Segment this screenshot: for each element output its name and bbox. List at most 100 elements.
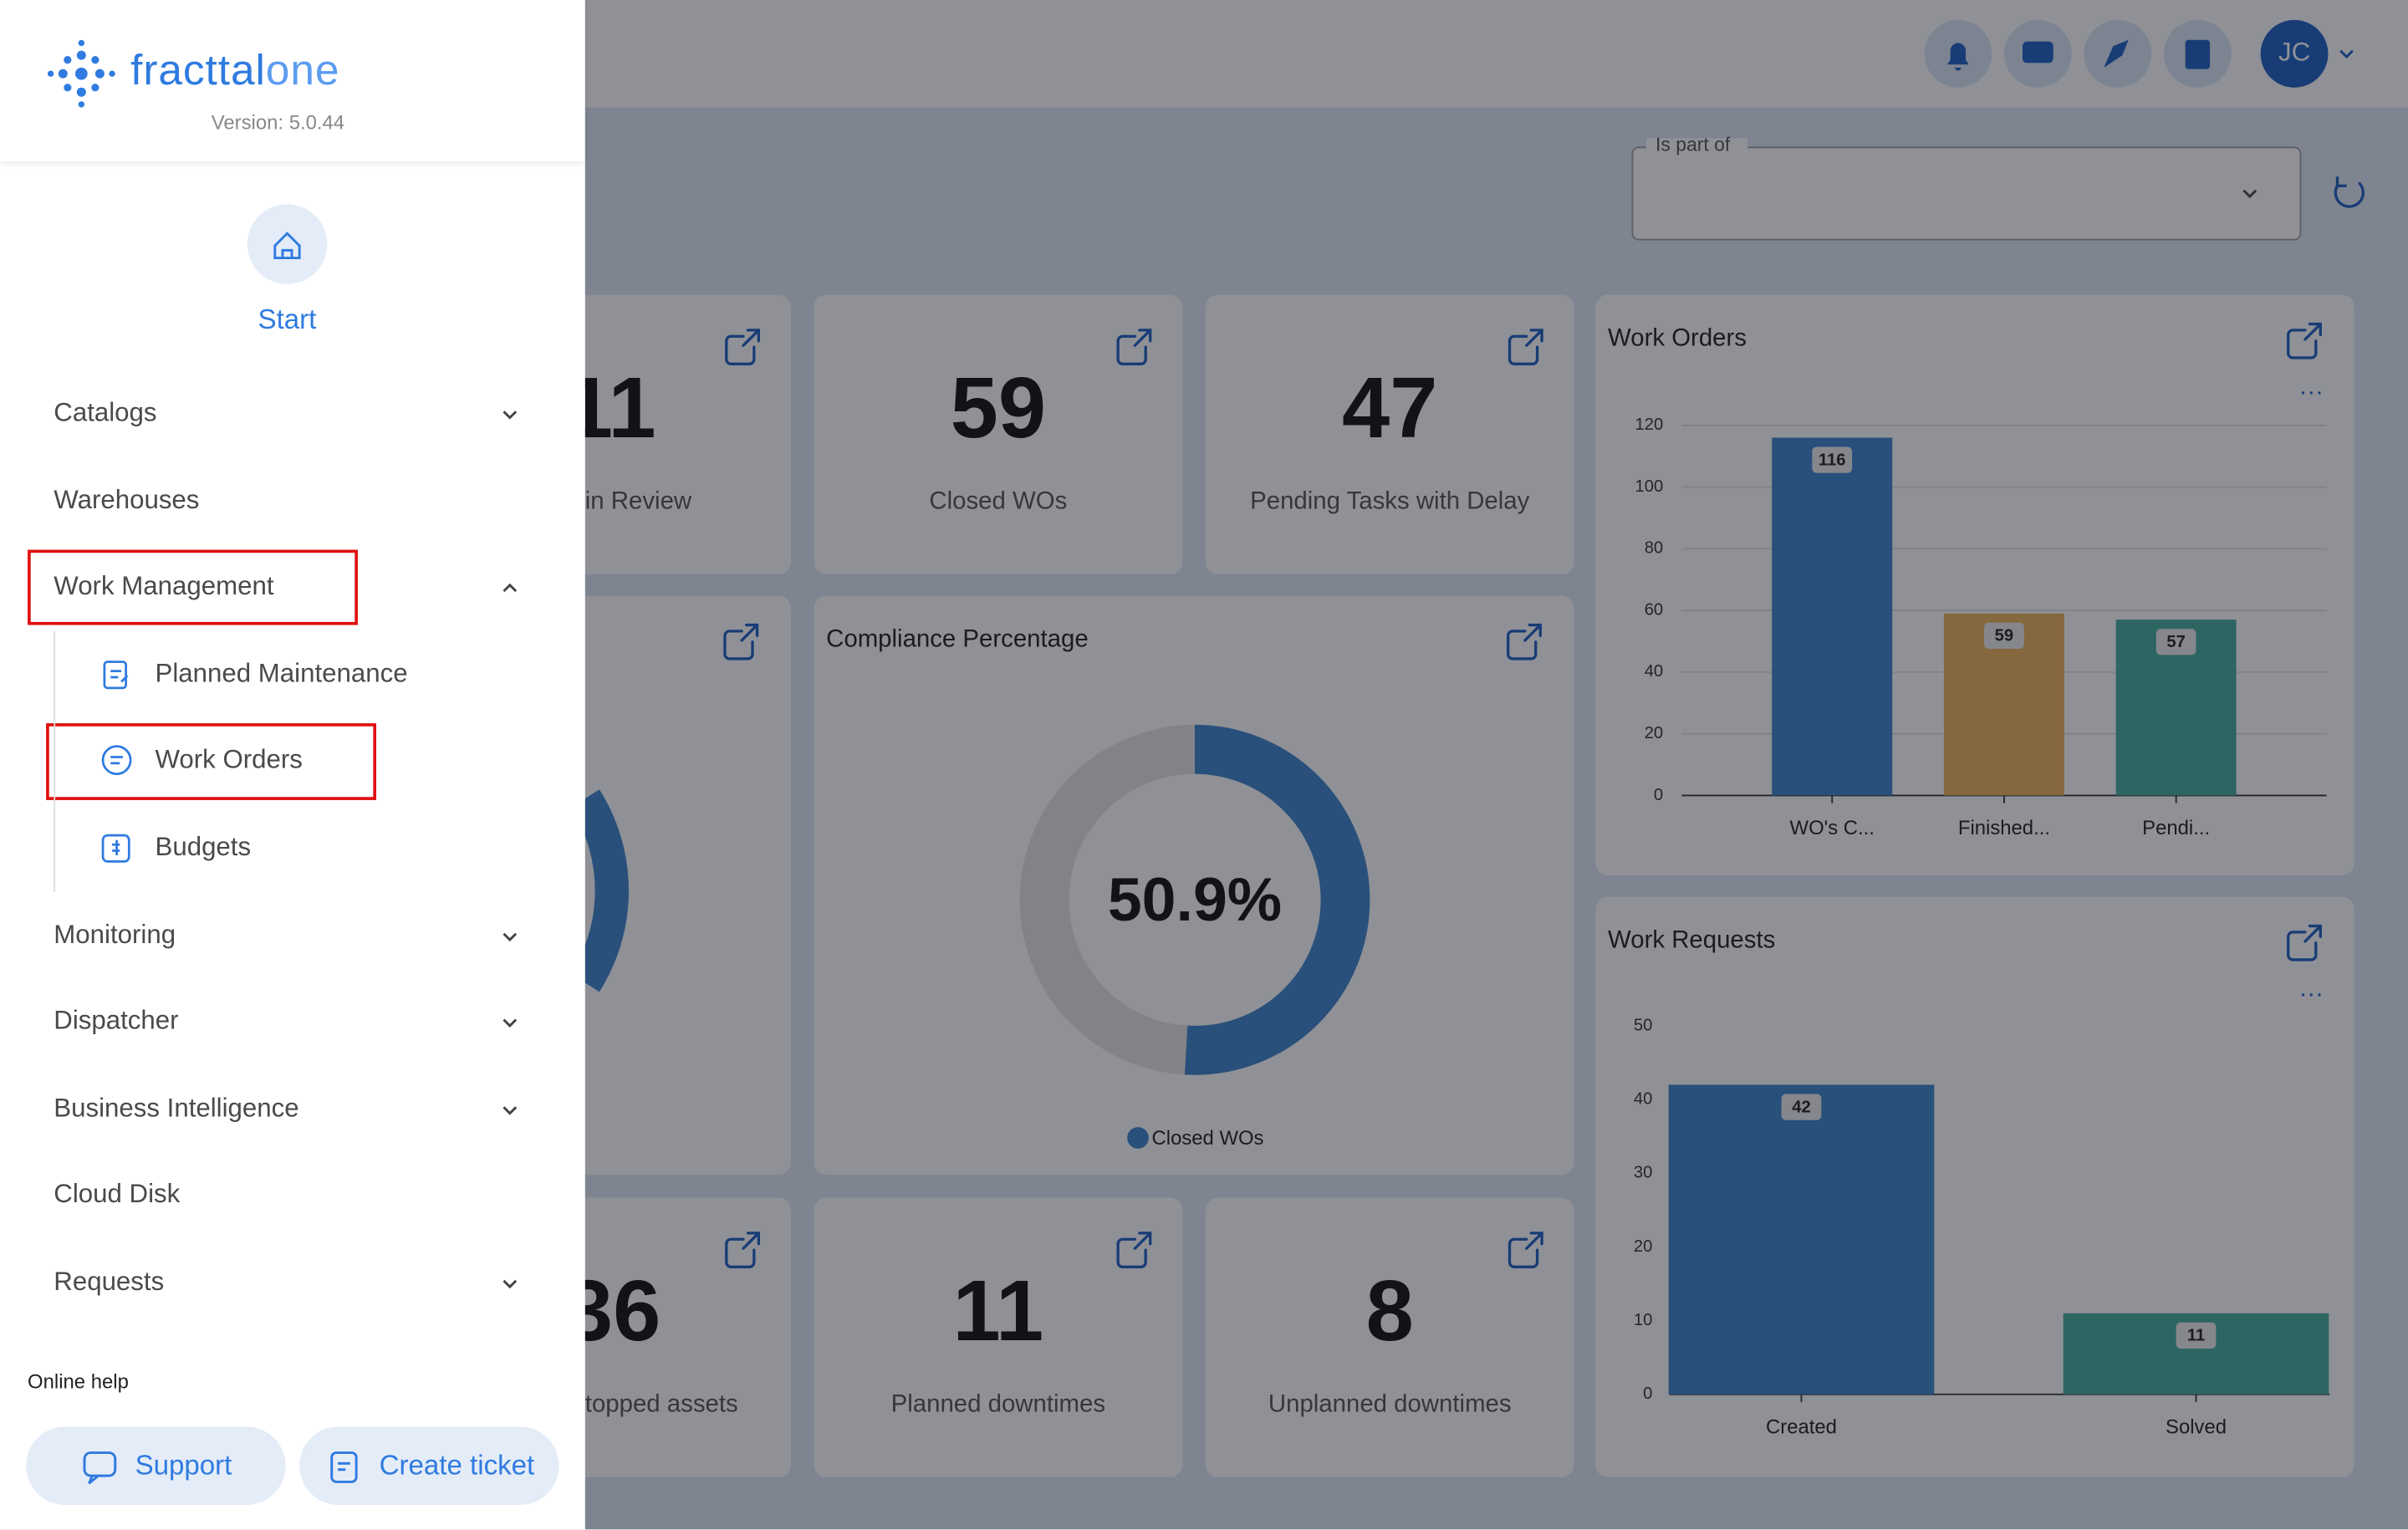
kpi-label: Unplanned downtimes xyxy=(1268,1390,1512,1417)
chat-icon xyxy=(2022,41,2053,64)
submenu-icon xyxy=(99,655,135,700)
open-link[interactable] xyxy=(2287,924,2322,961)
kpi-label: Pending Tasks with Delay xyxy=(1250,487,1529,514)
x-tick-label: WO's C... xyxy=(1790,817,1875,839)
avatar-chevron xyxy=(2339,49,2354,59)
kpi-value: 11 xyxy=(953,1262,1044,1359)
legend-label: Closed WOs xyxy=(1152,1127,1264,1150)
open-link[interactable] xyxy=(1116,329,1152,365)
y-tick-label: 30 xyxy=(1634,1164,1652,1182)
card xyxy=(814,294,1183,574)
chevron[interactable] xyxy=(499,1273,521,1301)
open-link[interactable] xyxy=(1507,623,1542,660)
kpi-value: 47 xyxy=(1342,360,1437,456)
avatar[interactable] xyxy=(2260,19,2329,88)
chevron-icon xyxy=(503,1279,518,1289)
chevron[interactable] xyxy=(499,926,521,953)
menu-item[interactable]: Catalogs xyxy=(54,397,157,427)
value-label-bg xyxy=(1781,1094,1822,1120)
value-label: 116 xyxy=(1819,451,1846,469)
card xyxy=(814,1197,1183,1477)
submenu-icon xyxy=(99,829,135,874)
menu-item[interactable]: Business Intelligence xyxy=(54,1093,299,1123)
version: Version: 5.0.44 xyxy=(211,110,345,134)
y-tick-label: 10 xyxy=(1634,1311,1652,1329)
submenu-item[interactable]: Work Orders xyxy=(155,745,303,775)
value-label: 59 xyxy=(1995,627,2013,645)
item-icon xyxy=(101,834,130,863)
open-link[interactable] xyxy=(1116,1232,1152,1268)
sidebar: fracttalone Version: 5.0.44 Start Catalo… xyxy=(0,0,585,1530)
legend-swatch xyxy=(1127,1127,1149,1149)
value-label-bg xyxy=(2176,1322,2217,1349)
y-tick-label: 20 xyxy=(1634,1237,1652,1256)
submenu-item[interactable]: Budgets xyxy=(155,832,252,862)
filter-label-bg xyxy=(1645,138,1748,154)
value-label-bg xyxy=(1984,622,2024,650)
create-ticket-label: Create ticket xyxy=(379,1449,535,1481)
support-button[interactable]: Support xyxy=(26,1426,286,1505)
chart-menu[interactable]: ··· xyxy=(2299,378,2324,405)
menu-item[interactable]: Dispatcher xyxy=(54,1006,179,1036)
filter: Is part of xyxy=(1631,134,2365,241)
filter-label: Is part of xyxy=(1656,134,1731,156)
support-icon xyxy=(83,1451,117,1484)
y-tick-label: 80 xyxy=(1645,539,1663,558)
y-tick-label: 0 xyxy=(1654,786,1663,804)
donut-center-label: 50.9% xyxy=(1108,864,1282,934)
open-link[interactable] xyxy=(723,623,759,660)
open-link[interactable] xyxy=(725,329,760,365)
card xyxy=(1205,294,1574,574)
open-link[interactable] xyxy=(1508,1232,1543,1268)
chevron[interactable] xyxy=(499,1099,521,1127)
filter-box[interactable] xyxy=(1631,146,2302,241)
menu-item[interactable]: Warehouses xyxy=(54,484,200,514)
menu-item[interactable]: Monitoring xyxy=(54,919,176,949)
open-link[interactable] xyxy=(1508,329,1543,365)
brand: fracttalone xyxy=(130,46,339,95)
menu-item[interactable]: Work Management xyxy=(54,571,274,601)
y-tick-label: 120 xyxy=(1635,416,1663,434)
bell-icon xyxy=(1946,43,1969,71)
submenu-item[interactable]: Planned Maintenance xyxy=(155,658,408,688)
menu-item[interactable]: Cloud Disk xyxy=(54,1180,181,1210)
brand-name: fracttal xyxy=(130,46,266,94)
chevron[interactable] xyxy=(499,578,521,605)
chart-menu[interactable]: ··· xyxy=(2299,980,2324,1007)
start-button[interactable] xyxy=(247,204,328,284)
chevron-icon xyxy=(503,584,518,593)
item-icon xyxy=(101,745,132,776)
chevron-icon xyxy=(503,411,518,420)
card-title: Work Requests xyxy=(1608,926,1775,954)
support-label: Support xyxy=(135,1449,232,1481)
chevron-icon xyxy=(503,1018,518,1028)
book-icon xyxy=(2185,39,2211,69)
kpi-label: Planned downtimes xyxy=(891,1390,1105,1417)
open-link[interactable] xyxy=(725,1232,760,1268)
chevron[interactable] xyxy=(499,404,521,431)
value-label: 42 xyxy=(1792,1098,1810,1116)
start-label[interactable]: Start xyxy=(258,303,317,335)
menu-item[interactable]: Requests xyxy=(54,1267,165,1297)
highlight-box xyxy=(28,549,358,625)
create-ticket-button[interactable]: Create ticket xyxy=(299,1426,559,1505)
kpi-value: 59 xyxy=(951,360,1046,456)
chevron-icon xyxy=(503,931,518,941)
item-icon xyxy=(103,660,129,689)
avatar-initials: JC xyxy=(2278,38,2310,67)
y-tick-label: 100 xyxy=(1635,477,1663,496)
kpi-label: in Review xyxy=(585,487,692,514)
value-label: 11 xyxy=(2187,1327,2205,1345)
y-tick-label: 60 xyxy=(1645,600,1663,619)
open-link[interactable] xyxy=(2287,322,2322,360)
submenu-icon xyxy=(99,742,135,787)
chevron[interactable] xyxy=(499,1012,521,1040)
card-title: Work Orders xyxy=(1608,324,1747,352)
y-tick-label: 0 xyxy=(1643,1385,1652,1403)
refresh[interactable] xyxy=(2334,176,2365,208)
bar xyxy=(1668,1084,1935,1395)
kpi-label: topped assets xyxy=(585,1390,738,1417)
home-icon xyxy=(273,232,301,260)
